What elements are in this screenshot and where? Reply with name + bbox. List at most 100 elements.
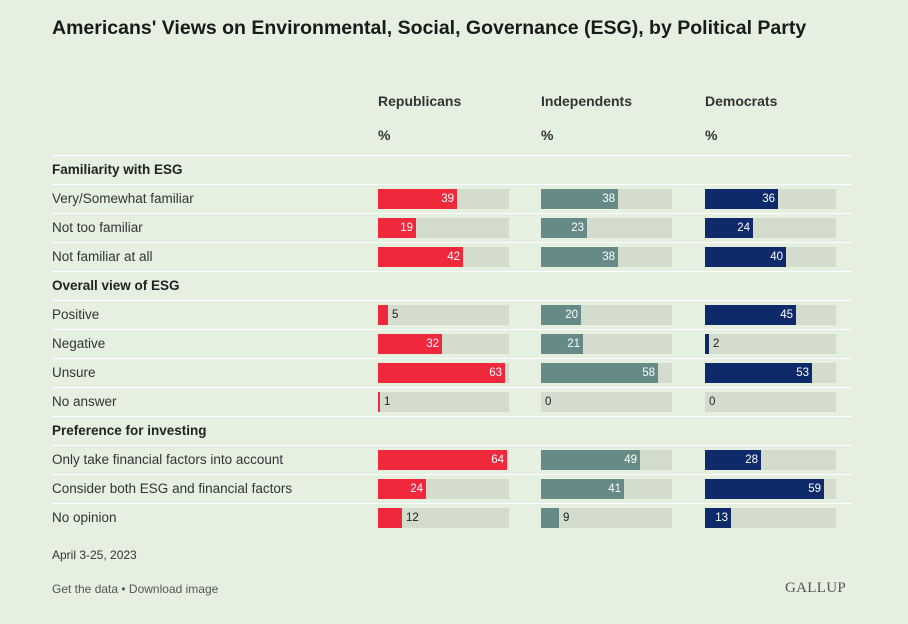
bar-track: 28 (705, 450, 836, 470)
bar-track: 49 (541, 450, 672, 470)
bar-republicans (378, 334, 442, 354)
bar-value-label: 1 (384, 396, 391, 408)
column-header-democrats: Democrats (705, 93, 778, 109)
bar-track: 19 (378, 218, 509, 238)
table-row: No answer 1 0 0 (52, 387, 852, 416)
survey-date: April 3-25, 2023 (52, 548, 137, 562)
bar-value-label: 21 (567, 338, 580, 350)
bar-track: 0 (705, 392, 836, 412)
bar-independents (541, 218, 587, 238)
row-label: Not familiar at all (52, 249, 153, 264)
download-image-link[interactable]: Download image (128, 582, 219, 596)
bar-independents (541, 450, 640, 470)
bar-track: 64 (378, 450, 509, 470)
bar-track: 38 (541, 189, 672, 209)
row-label: No answer (52, 394, 117, 409)
bar-value-label: 24 (737, 222, 750, 234)
row-label: Not too familiar (52, 220, 143, 235)
table-row: Negative 32 21 2 (52, 329, 852, 358)
bar-value-label: 59 (808, 483, 821, 495)
bar-value-label: 13 (715, 512, 728, 524)
bar-value-label: 45 (780, 309, 793, 321)
bar-democrats (705, 363, 812, 383)
section-label: Preference for investing (52, 423, 207, 438)
bar-democrats (705, 508, 731, 528)
bar-value-label: 23 (571, 222, 584, 234)
bar-track: 5 (378, 305, 509, 325)
bar-track: 2 (705, 334, 836, 354)
section-header: Preference for investing (52, 416, 852, 445)
bar-democrats (705, 479, 824, 499)
column-unit-democrats: % (705, 127, 718, 143)
table-row: Positive 5 20 45 (52, 300, 852, 329)
bar-value-label: 5 (392, 309, 399, 321)
bar-track: 38 (541, 247, 672, 267)
bar-track: 41 (541, 479, 672, 499)
bar-value-label: 63 (489, 367, 502, 379)
bar-track: 13 (705, 508, 836, 528)
table-row: Unsure 63 58 53 (52, 358, 852, 387)
row-label: Very/Somewhat familiar (52, 191, 194, 206)
bar-value-label: 58 (642, 367, 655, 379)
bar-democrats (705, 218, 753, 238)
bar-democrats (705, 334, 709, 354)
column-header-independents: Independents (541, 93, 633, 109)
bar-democrats (705, 305, 796, 325)
table-row: Not too familiar 19 23 24 (52, 213, 852, 242)
bar-track: 21 (541, 334, 672, 354)
bar-republicans (378, 479, 426, 499)
bar-republicans (378, 508, 402, 528)
bar-value-label: 41 (608, 483, 621, 495)
bar-track: 32 (378, 334, 509, 354)
bar-independents (541, 479, 624, 499)
bar-track: 24 (705, 218, 836, 238)
bar-track: 24 (378, 479, 509, 499)
bar-value-label: 20 (565, 309, 578, 321)
section-label: Familiarity with ESG (52, 162, 183, 177)
bar-value-label: 0 (545, 396, 552, 408)
get-data-link[interactable]: Get the data (52, 582, 119, 596)
row-label: Negative (52, 336, 106, 351)
bar-republicans (378, 189, 457, 209)
bar-track: 23 (541, 218, 672, 238)
bar-value-label: 39 (441, 193, 454, 205)
row-label: Positive (52, 307, 100, 322)
bar-democrats (705, 189, 778, 209)
bar-value-label: 32 (426, 338, 439, 350)
bar-value-label: 38 (602, 251, 615, 263)
row-label: No opinion (52, 510, 117, 525)
bar-republicans (378, 218, 416, 238)
bar-republicans (378, 450, 507, 470)
bar-independents (541, 189, 618, 209)
bar-track: 1 (378, 392, 509, 412)
bar-value-label: 24 (410, 483, 423, 495)
bar-track: 45 (705, 305, 836, 325)
bar-track: 63 (378, 363, 509, 383)
bar-republicans (378, 305, 388, 325)
section-header: Overall view of ESG (52, 271, 852, 300)
bar-track: 9 (541, 508, 672, 528)
bar-value-label: 42 (447, 251, 460, 263)
bar-value-label: 40 (770, 251, 783, 263)
bar-track: 12 (378, 508, 509, 528)
column-unit-republicans: % (378, 127, 391, 143)
footer-separator: • (118, 582, 129, 596)
section-header: Familiarity with ESG (52, 155, 852, 184)
bar-track: 0 (541, 392, 672, 412)
bar-value-label: 19 (400, 222, 413, 234)
chart-rows: Familiarity with ESG Very/Somewhat famili… (52, 155, 852, 532)
bar-democrats (705, 247, 786, 267)
gallup-logo[interactable]: GALLUP (785, 580, 846, 596)
footer-links: Get the data • Download image (52, 582, 218, 596)
bar-track: 42 (378, 247, 509, 267)
bar-value-label: 28 (745, 454, 758, 466)
bar-track: 36 (705, 189, 836, 209)
bar-republicans (378, 392, 380, 412)
bar-track: 40 (705, 247, 836, 267)
bar-independents (541, 508, 559, 528)
bar-independents (541, 305, 581, 325)
row-label: Consider both ESG and financial factors (52, 481, 293, 496)
column-unit-independents: % (541, 127, 554, 143)
bar-track: 39 (378, 189, 509, 209)
bar-value-label: 38 (602, 193, 615, 205)
